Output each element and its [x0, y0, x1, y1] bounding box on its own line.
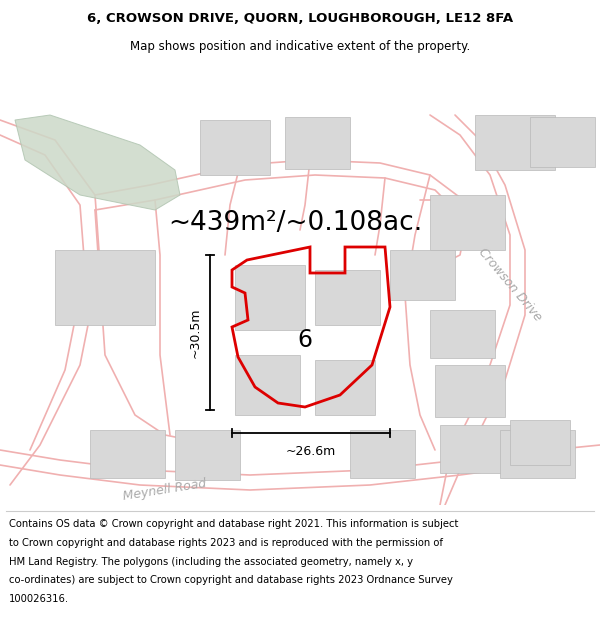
Bar	[475, 115, 555, 170]
Bar	[235, 355, 300, 415]
Bar	[500, 430, 575, 478]
Text: Map shows position and indicative extent of the property.: Map shows position and indicative extent…	[130, 39, 470, 52]
Bar	[315, 360, 375, 415]
Bar	[430, 195, 505, 250]
Text: to Crown copyright and database rights 2023 and is reproduced with the permissio: to Crown copyright and database rights 2…	[9, 538, 443, 548]
Bar	[315, 270, 380, 325]
Text: 100026316.: 100026316.	[9, 594, 69, 604]
Bar	[235, 265, 305, 330]
Bar	[440, 425, 515, 473]
Bar	[90, 430, 165, 478]
Text: Meynell Road: Meynell Road	[122, 477, 208, 503]
Bar	[350, 430, 415, 478]
Text: Contains OS data © Crown copyright and database right 2021. This information is : Contains OS data © Crown copyright and d…	[9, 519, 458, 529]
Text: ~439m²/~0.108ac.: ~439m²/~0.108ac.	[168, 210, 422, 236]
Text: Crowson Drive: Crowson Drive	[476, 246, 544, 324]
Text: co-ordinates) are subject to Crown copyright and database rights 2023 Ordnance S: co-ordinates) are subject to Crown copyr…	[9, 575, 453, 585]
Bar	[510, 420, 570, 465]
Bar	[55, 250, 155, 325]
Text: ~30.5m: ~30.5m	[189, 308, 202, 358]
Bar	[430, 310, 495, 358]
Bar	[435, 365, 505, 417]
Bar	[285, 117, 350, 169]
Text: ~26.6m: ~26.6m	[286, 445, 336, 458]
Text: HM Land Registry. The polygons (including the associated geometry, namely x, y: HM Land Registry. The polygons (includin…	[9, 557, 413, 567]
Text: 6, CROWSON DRIVE, QUORN, LOUGHBOROUGH, LE12 8FA: 6, CROWSON DRIVE, QUORN, LOUGHBOROUGH, L…	[87, 12, 513, 25]
Bar	[175, 430, 240, 480]
Text: 6: 6	[298, 328, 313, 352]
Bar	[200, 120, 270, 175]
Bar	[390, 250, 455, 300]
Polygon shape	[15, 115, 180, 210]
Bar	[530, 117, 595, 167]
